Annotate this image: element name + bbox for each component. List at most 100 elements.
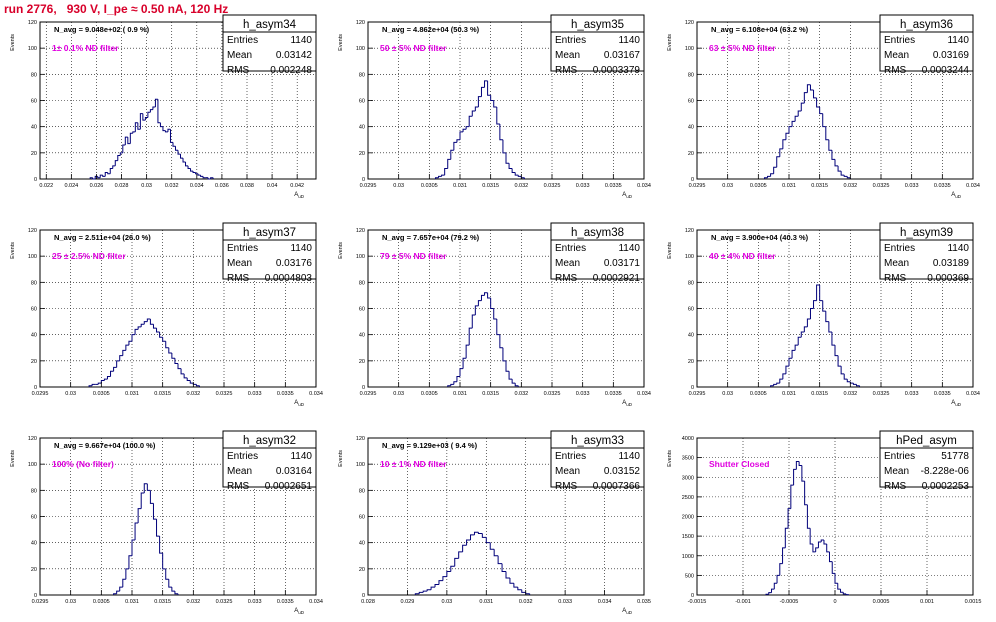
y-tick-label: 100 — [685, 46, 694, 52]
histogram-bin — [180, 368, 185, 375]
histogram-bin — [114, 160, 118, 166]
histogram-bin — [147, 111, 151, 118]
histogram-bin — [462, 544, 467, 552]
stats-box — [550, 430, 645, 488]
y-tick-label: 60 — [31, 307, 37, 313]
stats-label: Entries — [227, 35, 258, 46]
stats-label: Entries — [884, 451, 915, 462]
y-tick-label: 20 — [31, 151, 37, 157]
histogram-bin — [803, 92, 808, 104]
x-tick-label: 0.0295 — [360, 391, 377, 397]
histogram-bin — [487, 292, 491, 299]
histogram-bin — [146, 483, 151, 491]
histogram-bin — [447, 385, 451, 387]
stats-value: 0.002248 — [270, 65, 312, 76]
histogram-bin — [511, 379, 516, 384]
histogram-bin — [473, 531, 479, 535]
histogram-bin — [422, 590, 428, 593]
histogram-bin — [785, 365, 789, 374]
histogram-bin — [798, 461, 802, 466]
histogram-bin — [195, 172, 199, 175]
histogram-bin — [458, 551, 463, 559]
histogram-bin — [499, 124, 503, 141]
histogram-bin — [514, 172, 519, 176]
histogram-name: h_asym32 — [243, 435, 296, 447]
histogram-bin — [149, 490, 154, 504]
histogram-bin — [89, 177, 93, 179]
filter-annotation: 40 ± 4% ND filter — [709, 251, 776, 261]
stats-value: 1140 — [290, 451, 312, 462]
histogram-bin — [466, 539, 471, 546]
histogram-bin — [855, 384, 860, 387]
histogram-bin — [525, 592, 530, 595]
histogram-bin — [434, 584, 439, 588]
stats-value: 0.0002921 — [593, 273, 641, 284]
histogram-bin — [113, 593, 117, 595]
stats-label: RMS — [555, 273, 578, 284]
histogram-bin — [131, 539, 136, 556]
histogram-bin — [116, 360, 120, 368]
stats-label: RMS — [227, 481, 250, 492]
y-tick-label: 0 — [362, 385, 365, 391]
x-tick-label: 0.034 — [309, 391, 323, 397]
histogram-bin — [797, 336, 802, 346]
histogram-bin — [770, 385, 774, 387]
histogram-bin — [100, 379, 105, 384]
y-tick-label: 20 — [31, 567, 37, 573]
histogram-bin — [97, 382, 102, 385]
y-axis-label: Events — [667, 242, 673, 259]
histogram-bin — [430, 586, 436, 590]
y-tick-label: 20 — [31, 359, 37, 365]
histogram-bin — [803, 326, 808, 333]
navg-annotation: N_avg = 9.048e+02 ( 0.9 %) — [54, 25, 150, 34]
histogram-bin — [489, 542, 495, 550]
histogram-bin — [773, 166, 777, 174]
histogram-bin — [139, 113, 143, 130]
x-tick-label: 0.032 — [843, 183, 857, 189]
histogram-bin — [840, 171, 845, 176]
y-tick-label: 40 — [359, 125, 365, 131]
y-axis-label: Events — [667, 34, 673, 51]
histogram-bin — [779, 148, 783, 157]
x-tick-label: 0.034 — [966, 183, 980, 189]
x-tick-label: 0.031 — [782, 183, 796, 189]
stats-label: Entries — [884, 243, 915, 254]
stats-value: 0.03164 — [276, 466, 313, 477]
x-tick-label: 0.0305 — [93, 391, 110, 397]
y-tick-label: 60 — [688, 99, 694, 105]
x-tick-label: 0.033 — [905, 183, 919, 189]
stats-box — [550, 222, 645, 280]
stats-label: RMS — [555, 481, 578, 492]
histogram-bin — [846, 176, 851, 179]
stats-value: 0.03171 — [604, 258, 641, 269]
histogram-name: h_asym36 — [900, 19, 953, 31]
y-tick-label: 40 — [688, 333, 694, 339]
histogram-bin — [156, 328, 160, 333]
stats-box — [879, 430, 974, 488]
histogram-bin — [820, 539, 824, 543]
stats-label: Mean — [884, 50, 909, 61]
x-axis-label-subscript: uD — [298, 402, 305, 407]
histogram-bin — [142, 113, 146, 121]
y-tick-label: 1500 — [682, 534, 694, 540]
y-tick-label: 40 — [359, 541, 365, 547]
x-tick-label: 0.032 — [519, 599, 533, 605]
x-tick-label: 0.0295 — [32, 599, 49, 605]
y-tick-label: 100 — [28, 46, 37, 52]
histogram-bin — [800, 102, 805, 111]
histogram-bin — [453, 381, 457, 385]
histogram-bin — [477, 300, 482, 306]
y-tick-label: 80 — [688, 72, 694, 78]
histogram-bin — [496, 107, 500, 125]
x-tick-label: 0.0305 — [750, 183, 767, 189]
y-tick-label: 60 — [359, 307, 365, 313]
histogram-bin — [776, 382, 780, 385]
x-axis-label: AuD — [294, 192, 305, 199]
histogram-bin — [106, 376, 111, 380]
stats-value: 0.03152 — [604, 466, 641, 477]
filter-annotation: 25 ± 2.5% ND filter — [52, 251, 126, 261]
histogram-bin — [119, 152, 123, 156]
x-tick-label: 0.03 — [393, 183, 404, 189]
x-tick-label: 0.035 — [637, 599, 651, 605]
panel-h-asym38: 0.0295 0.03 0.0305 0.031 0.0315 0.032 0.0325 0.… — [338, 222, 651, 407]
